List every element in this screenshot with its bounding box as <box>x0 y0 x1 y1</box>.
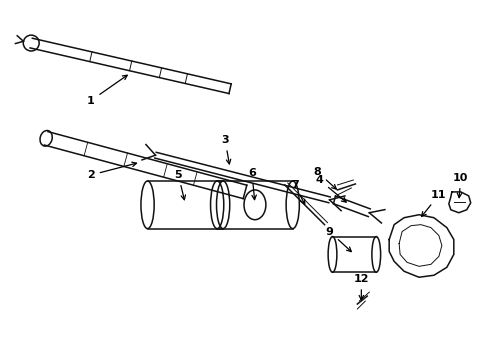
Text: 7: 7 <box>291 180 305 204</box>
Text: 10: 10 <box>453 173 468 198</box>
Text: 2: 2 <box>87 162 137 180</box>
Text: 8: 8 <box>314 167 336 189</box>
Text: 12: 12 <box>354 274 369 300</box>
Text: 9: 9 <box>325 226 351 252</box>
Text: 5: 5 <box>174 170 186 200</box>
Text: 1: 1 <box>87 75 127 105</box>
Text: 3: 3 <box>221 135 231 164</box>
Text: 4: 4 <box>316 175 346 202</box>
Text: 6: 6 <box>248 168 256 200</box>
Text: 11: 11 <box>421 190 447 216</box>
